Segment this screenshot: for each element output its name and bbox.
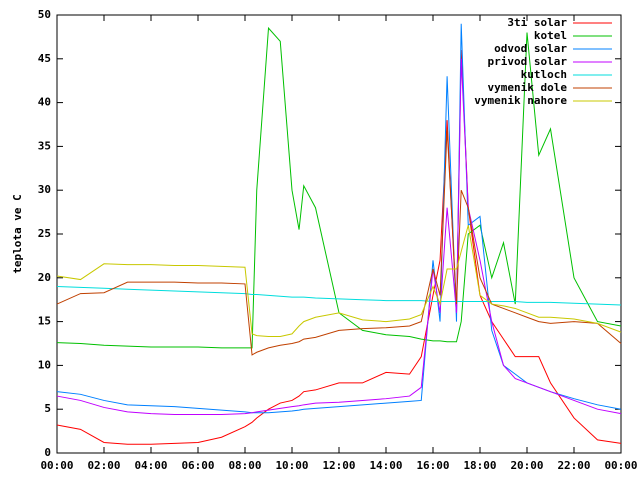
y-axis-label: teplota ve C <box>11 194 24 273</box>
legend-label: 3ti solar <box>507 16 567 29</box>
y-tick-label: 15 <box>38 315 51 328</box>
series-line <box>56 225 622 337</box>
legend-label: vymenik dole <box>488 81 568 94</box>
legend-label: odvod solar <box>494 42 567 55</box>
legend-label: kutloch <box>521 68 567 81</box>
x-tick-label: 06:00 <box>181 459 214 472</box>
series-line <box>56 58 622 415</box>
series-line <box>56 128 622 356</box>
series-line <box>56 286 622 306</box>
y-tick-label: 5 <box>44 402 51 415</box>
x-tick-label: 10:00 <box>275 459 308 472</box>
x-tick-label: 04:00 <box>134 459 167 472</box>
x-tick-label: 22:00 <box>557 459 590 472</box>
y-tick-label: 40 <box>38 96 51 109</box>
series-line <box>56 23 622 414</box>
x-tick-label: 14:00 <box>369 459 402 472</box>
y-tick-label: 45 <box>38 52 51 65</box>
y-tick-label: 0 <box>44 446 51 459</box>
x-tick-label: 18:00 <box>463 459 496 472</box>
series-line <box>56 26 622 349</box>
x-tick-label: 16:00 <box>416 459 449 472</box>
series-line <box>56 50 622 445</box>
y-tick-label: 50 <box>38 8 51 21</box>
x-tick-label: 00:00 <box>40 459 73 472</box>
x-tick-label: 00:00 <box>604 459 637 472</box>
x-tick-label: 02:00 <box>87 459 120 472</box>
x-tick-label: 12:00 <box>322 459 355 472</box>
legend-label: privod solar <box>488 55 568 68</box>
legend-label: kotel <box>534 29 567 42</box>
y-tick-label: 25 <box>38 227 51 240</box>
y-tick-label: 30 <box>38 183 51 196</box>
y-tick-label: 35 <box>38 139 51 152</box>
y-tick-label: 20 <box>38 271 51 284</box>
legend-label: vymenik nahore <box>474 94 567 107</box>
y-tick-label: 10 <box>38 358 51 371</box>
x-tick-label: 08:00 <box>228 459 261 472</box>
x-tick-label: 20:00 <box>510 459 543 472</box>
